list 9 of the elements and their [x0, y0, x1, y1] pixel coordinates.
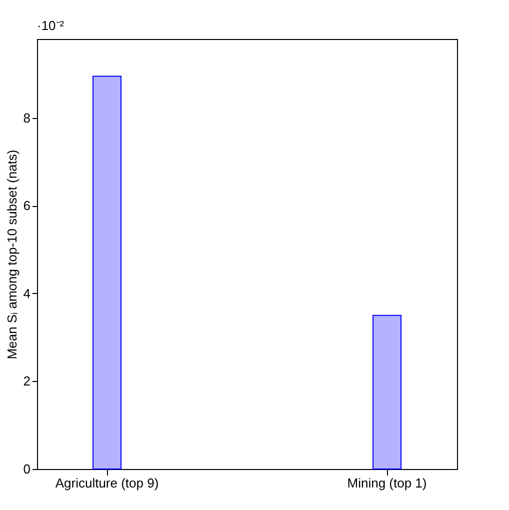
- y-tick-label: 0: [23, 462, 30, 476]
- y-axis-title: Mean Sᵢ among top-10 subset (nats): [4, 150, 20, 360]
- x-tick-label: Mining (top 1): [347, 476, 427, 490]
- y-tick-label: 4: [23, 286, 30, 301]
- y-tick-label: 2: [23, 374, 30, 389]
- text: ·10⁻²: [37, 18, 65, 33]
- x-tick-label: Agriculture (top 9): [55, 476, 159, 490]
- y-tick-label: 8: [23, 110, 30, 126]
- y-tick-label: 6: [23, 198, 30, 214]
